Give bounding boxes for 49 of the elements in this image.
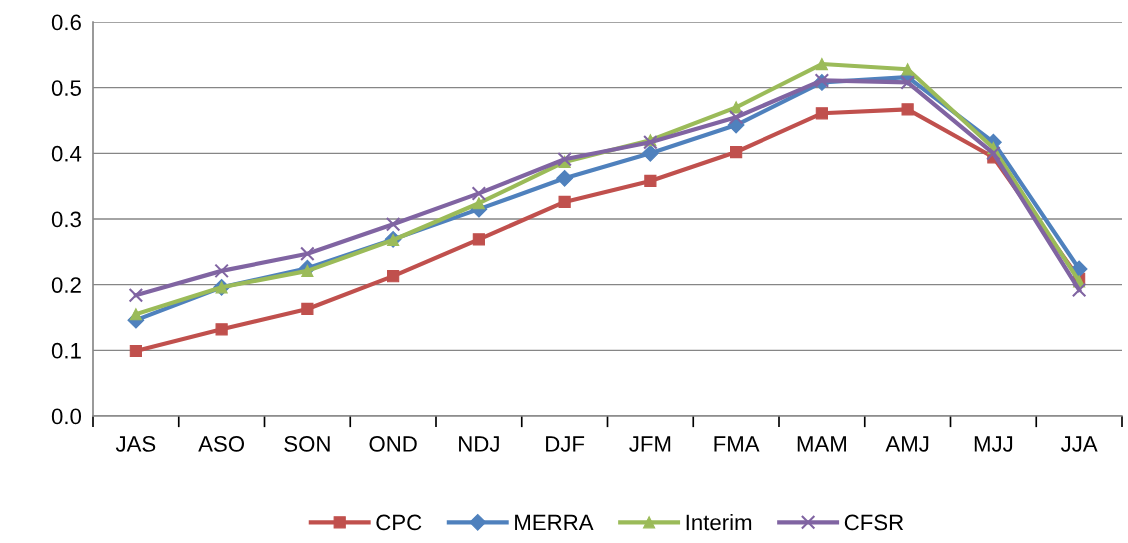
point <box>214 263 229 279</box>
x-tick-label: MAM <box>797 436 846 452</box>
point <box>815 57 828 71</box>
y-tick-label: 0.5 <box>51 80 81 96</box>
point <box>815 107 828 120</box>
x-tick-label: JAS <box>115 436 156 452</box>
point <box>385 216 401 232</box>
point <box>1071 282 1087 298</box>
x-tick-label: JFM <box>629 436 671 452</box>
point <box>471 186 487 201</box>
x-tick-label: MJJ <box>974 436 1013 452</box>
point <box>472 197 485 210</box>
point <box>129 308 142 321</box>
point <box>215 323 228 336</box>
point <box>129 344 142 358</box>
point <box>301 264 314 277</box>
x-tick-label: ASO <box>198 436 245 452</box>
x-tick-label: AMJ <box>885 436 929 452</box>
y-tick-label: 0.3 <box>51 211 81 228</box>
point <box>901 103 914 116</box>
legend-label: CFSR <box>844 514 904 531</box>
point <box>472 233 485 246</box>
legend-label: Interim <box>686 513 752 531</box>
point <box>641 144 659 162</box>
point <box>644 174 657 188</box>
x-tick-label: FMA <box>714 436 760 452</box>
point <box>557 151 572 167</box>
point <box>301 302 314 316</box>
y-tick-label: 0.1 <box>51 342 81 359</box>
x-tick-label: JJA <box>1060 436 1098 452</box>
x-tick-label: NDJ <box>459 436 499 452</box>
point <box>728 109 744 125</box>
point <box>300 246 315 262</box>
point <box>558 195 571 209</box>
y-tick-label: 0.4 <box>51 145 82 162</box>
point <box>128 287 144 303</box>
point <box>730 145 743 159</box>
point <box>900 75 915 90</box>
legend-label: MERRA <box>515 514 594 531</box>
y-tick-label: 0.6 <box>51 14 81 31</box>
x-tick-label: DJF <box>546 436 585 452</box>
y-tick-label: 0.0 <box>51 408 82 425</box>
y-tick-label: 0.2 <box>51 277 81 293</box>
x-tick-label: SON <box>284 436 330 452</box>
point <box>387 270 400 283</box>
point <box>986 146 1001 161</box>
x-tick-label: OND <box>369 436 417 452</box>
point <box>556 169 574 187</box>
legend-label: CPC <box>376 514 422 531</box>
